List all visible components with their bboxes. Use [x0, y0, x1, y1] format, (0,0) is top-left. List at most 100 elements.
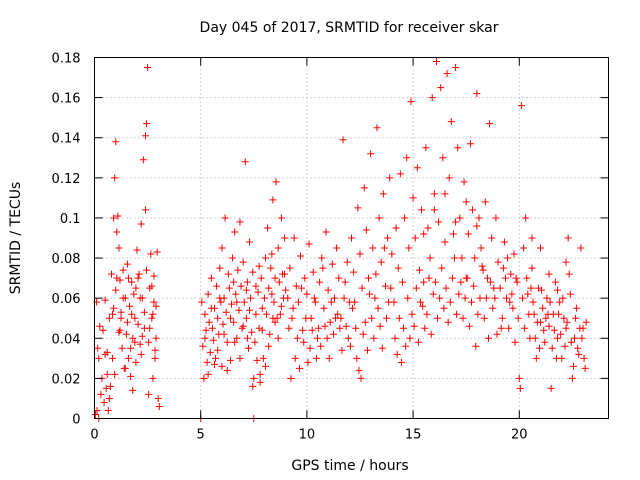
data-point — [270, 298, 278, 306]
data-point — [207, 274, 215, 282]
data-point — [324, 286, 332, 294]
data-point — [513, 278, 521, 286]
data-point — [562, 324, 570, 332]
data-point — [405, 244, 413, 252]
data-point — [144, 64, 152, 72]
data-point — [128, 310, 136, 318]
data-point — [350, 268, 358, 276]
data-point — [539, 304, 547, 312]
data-point — [145, 390, 153, 398]
data-point — [475, 214, 483, 222]
data-point — [508, 290, 516, 298]
data-point — [223, 338, 231, 346]
data-point — [359, 330, 367, 338]
data-point — [501, 274, 509, 282]
data-point — [274, 334, 282, 342]
data-point — [395, 314, 403, 322]
data-point — [406, 334, 414, 342]
data-point — [281, 234, 289, 242]
data-point — [356, 250, 364, 258]
data-point — [233, 334, 241, 342]
data-point — [268, 250, 276, 258]
data-point — [268, 290, 276, 298]
data-point — [294, 298, 302, 306]
data-point — [216, 264, 224, 272]
data-point — [243, 334, 251, 342]
data-point — [234, 266, 242, 274]
data-point — [112, 138, 120, 146]
data-point — [277, 302, 285, 310]
data-point — [240, 298, 248, 306]
data-point — [396, 170, 404, 178]
data-point — [511, 338, 519, 346]
data-point — [408, 310, 416, 318]
data-point — [143, 266, 151, 274]
data-point — [560, 314, 568, 322]
data-point — [289, 304, 297, 312]
data-point — [256, 378, 264, 386]
data-point — [217, 298, 225, 306]
data-point — [476, 294, 484, 302]
data-point — [367, 150, 375, 158]
y-tick-label: 0.02 — [52, 372, 81, 387]
data-point — [201, 334, 209, 342]
data-point — [124, 274, 132, 282]
data-point — [353, 354, 361, 362]
data-point — [528, 234, 536, 242]
data-point — [150, 298, 158, 306]
data-point — [358, 284, 366, 292]
data-point — [317, 342, 325, 350]
data-point — [269, 196, 277, 204]
data-point — [443, 70, 451, 78]
data-point — [316, 278, 324, 286]
data-point — [341, 278, 349, 286]
data-point — [247, 294, 255, 302]
data-point — [329, 330, 337, 338]
data-point — [216, 294, 224, 302]
data-point — [115, 244, 123, 252]
data-point — [218, 362, 226, 370]
data-point — [99, 326, 107, 334]
data-point — [448, 274, 456, 282]
data-point — [564, 234, 572, 242]
data-point — [200, 374, 208, 382]
data-point — [419, 302, 427, 310]
data-point — [261, 362, 269, 370]
data-point — [432, 58, 440, 66]
data-point — [465, 322, 473, 330]
data-point — [400, 324, 408, 332]
data-point — [366, 290, 374, 298]
data-point — [340, 294, 348, 302]
data-point — [541, 338, 549, 346]
data-point — [242, 314, 250, 322]
data-point — [134, 274, 142, 282]
data-point — [221, 214, 229, 222]
data-point — [132, 284, 140, 292]
data-point — [102, 384, 110, 392]
data-point — [236, 354, 244, 362]
axis-ticks: 0 0.02 0.04 0.06 0.08 0.1 0.12 0.14 0.16 0.18 0 5 10… — [52, 52, 609, 443]
data-point — [271, 318, 279, 326]
data-point — [355, 366, 363, 374]
data-point — [410, 322, 418, 330]
data-point — [538, 286, 546, 294]
data-point — [531, 334, 539, 342]
data-point — [305, 240, 313, 248]
data-point — [374, 304, 382, 312]
data-point — [528, 264, 536, 272]
data-point — [532, 354, 540, 362]
data-point — [152, 334, 160, 342]
data-point — [447, 118, 455, 126]
data-point — [214, 346, 222, 354]
data-point — [231, 228, 239, 236]
data-point — [464, 230, 472, 238]
data-point — [498, 314, 506, 322]
data-point — [456, 214, 464, 222]
data-point — [372, 270, 380, 278]
data-point — [137, 220, 145, 228]
data-point — [582, 318, 590, 326]
data-point — [422, 144, 430, 152]
data-point — [572, 314, 580, 322]
data-point — [131, 314, 139, 322]
data-point — [235, 306, 243, 314]
